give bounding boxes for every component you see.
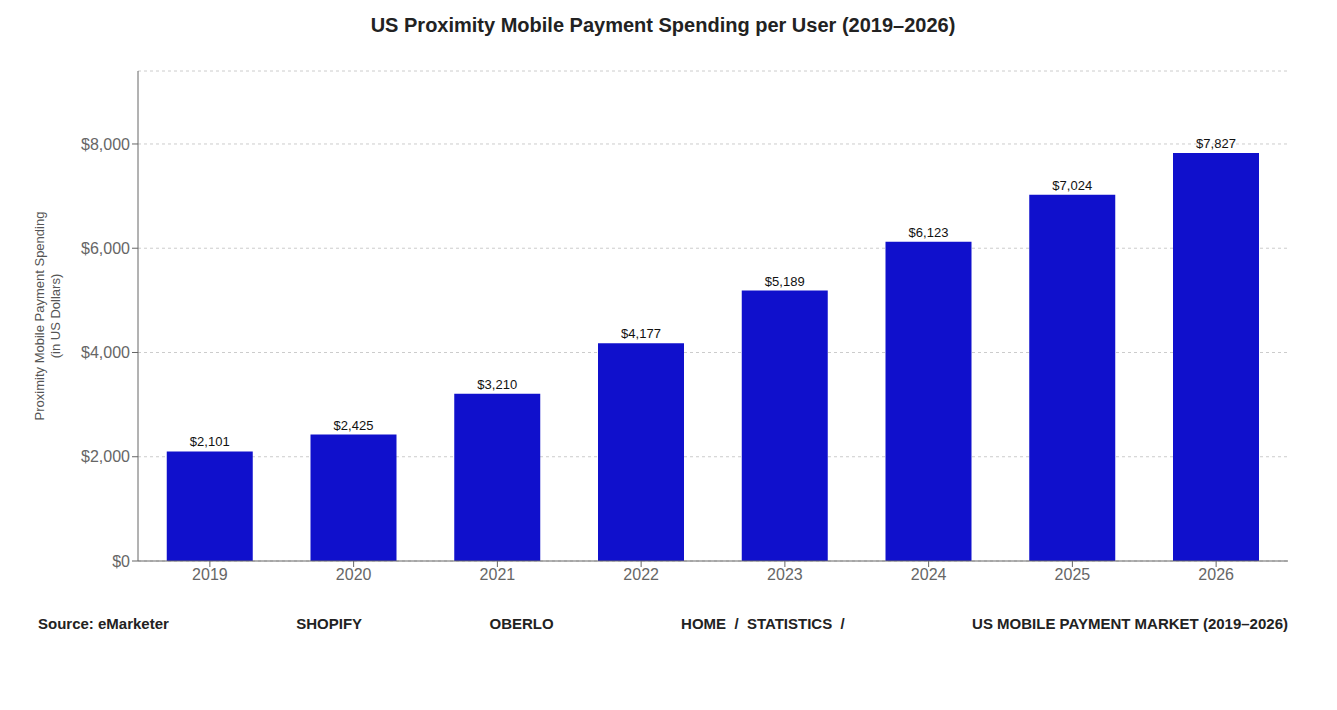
svg-text:$6,123: $6,123 bbox=[909, 225, 949, 240]
html-text:SHOPIFY: SHOPIFY bbox=[296, 615, 363, 632]
svg-text:$7,827: $7,827 bbox=[1196, 136, 1236, 151]
svg-text:$5,189: $5,189 bbox=[765, 274, 805, 289]
svg-text:$2,101: $2,101 bbox=[190, 434, 230, 449]
svg-text:2020: 2020 bbox=[336, 566, 372, 583]
svg-text:2023: 2023 bbox=[767, 566, 803, 583]
svg-text:2022: 2022 bbox=[623, 566, 659, 583]
html-text:OBERLO: OBERLO bbox=[489, 615, 554, 632]
svg-text:2019: 2019 bbox=[192, 566, 228, 583]
svg-text:$2,425: $2,425 bbox=[334, 418, 374, 433]
svg-text:Proximity Mobile Payment Spend: Proximity Mobile Payment Spending(in US … bbox=[32, 212, 63, 421]
svg-text:2025: 2025 bbox=[1055, 566, 1091, 583]
html-text:US Proximity Mobile Payment Sp: US Proximity Mobile Payment Spending per… bbox=[370, 14, 956, 36]
svg-text:2024: 2024 bbox=[911, 566, 947, 583]
svg-text:$7,024: $7,024 bbox=[1052, 178, 1092, 193]
svg-text:$2,000: $2,000 bbox=[81, 448, 130, 465]
svg-text:$0: $0 bbox=[112, 553, 130, 570]
svg-text:2026: 2026 bbox=[1198, 566, 1234, 583]
html-text:US MOBILE PAYMENT MARKET (2019: US MOBILE PAYMENT MARKET (2019–2026) bbox=[972, 615, 1288, 632]
svg-text:2021: 2021 bbox=[480, 566, 516, 583]
svg-text:$4,177: $4,177 bbox=[621, 326, 661, 341]
svg-text:$8,000: $8,000 bbox=[81, 136, 130, 153]
svg-text:$4,000: $4,000 bbox=[81, 344, 130, 361]
svg-text:$3,210: $3,210 bbox=[477, 377, 517, 392]
svg-text:$6,000: $6,000 bbox=[81, 240, 130, 257]
html-text:HOME / STATISTICS /: HOME / STATISTICS / bbox=[681, 615, 845, 632]
html-text:Source: eMarketer: Source: eMarketer bbox=[38, 615, 169, 632]
